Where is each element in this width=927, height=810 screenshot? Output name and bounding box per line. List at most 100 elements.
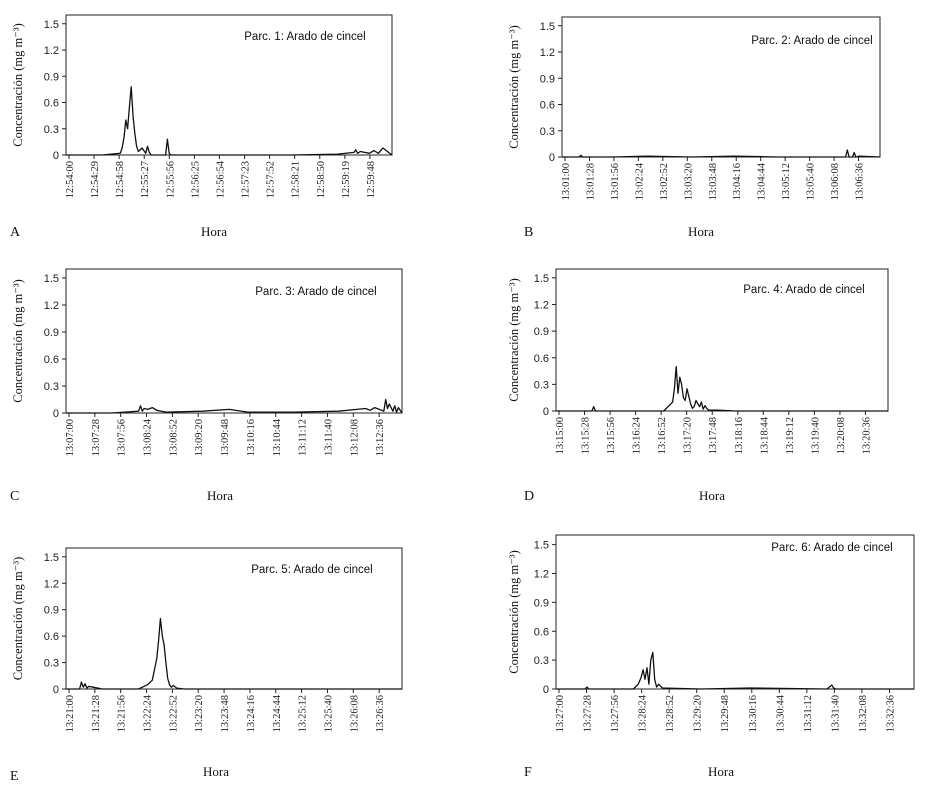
y-tick-label: 0.6 bbox=[44, 631, 59, 643]
x-tick-label: 13:02:52 bbox=[659, 163, 670, 200]
x-tick-label: 13:15:00 bbox=[555, 417, 566, 454]
x-tick-label: 13:23:20 bbox=[194, 695, 205, 732]
x-tick-label: 13:06:36 bbox=[855, 163, 866, 200]
y-tick-label: 0.3 bbox=[534, 379, 549, 391]
x-tick-label: 13:31:12 bbox=[803, 695, 814, 732]
x-tick-label: 13:30:44 bbox=[775, 694, 786, 732]
data-series-line bbox=[66, 398, 403, 414]
x-tick-label: 13:32:36 bbox=[885, 695, 896, 732]
x-tick-label: 13:21:56 bbox=[117, 695, 128, 732]
x-tick-label: 12:57:52 bbox=[266, 161, 277, 198]
chart-panel-b: 0 0.3 0.6 0.9 1.2 1.5 13:01:00 13:01:28 13:01:56… bbox=[507, 16, 881, 240]
x-axis-label: Hora bbox=[688, 224, 714, 239]
x-tick-label: 13:09:48 bbox=[220, 419, 231, 456]
y-tick-label: 0 bbox=[53, 408, 59, 420]
x-tick-label: 13:04:16 bbox=[732, 163, 743, 200]
y-tick-label: 0.3 bbox=[44, 381, 59, 393]
x-tick-label: 13:02:24 bbox=[634, 162, 645, 200]
y-tick-label: 1.5 bbox=[44, 273, 59, 285]
y-tick-label: 0.6 bbox=[44, 98, 59, 110]
x-tick-label: 12:56:25 bbox=[190, 161, 201, 198]
chart-title: Parc. 2: Arado de cincel bbox=[751, 35, 872, 47]
x-tick-label: 13:30:16 bbox=[748, 695, 759, 732]
x-tick-label: 13:15:56 bbox=[606, 417, 617, 454]
x-tick-label: 13:09:20 bbox=[194, 419, 205, 456]
x-tick-label: 13:32:08 bbox=[858, 695, 869, 732]
x-tick-label: 13:20:08 bbox=[836, 417, 847, 454]
y-axis-label: Concentración (mg m⁻³) bbox=[507, 25, 521, 149]
y-tick-label: 1.2 bbox=[534, 300, 549, 312]
x-tick-label: 13:26:36 bbox=[375, 695, 386, 732]
x-tick-label: 13:19:12 bbox=[785, 417, 796, 454]
x-tick-label: 13:24:16 bbox=[246, 695, 257, 732]
x-tick-label: 13:22:52 bbox=[168, 695, 179, 732]
x-tick-label: 12:55:27 bbox=[140, 161, 151, 198]
panel-letter: A bbox=[10, 225, 21, 240]
plot-frame bbox=[555, 534, 915, 690]
x-axis-label: Hora bbox=[699, 488, 725, 503]
data-series-line bbox=[556, 651, 914, 690]
y-tick-label: 0.9 bbox=[534, 326, 549, 338]
chart-panel-a: 0 0.3 0.6 0.9 1.2 1.5 12:54:00 12:54:29 12:54:58… bbox=[10, 14, 393, 240]
y-tick-label: 1.2 bbox=[534, 569, 549, 581]
y-tick-label: 1.2 bbox=[44, 578, 59, 590]
x-axis-label: Hora bbox=[207, 488, 233, 503]
panel-letter: C bbox=[10, 489, 19, 504]
panel-letter: D bbox=[524, 489, 534, 504]
x-tick-label: 13:27:28 bbox=[583, 695, 594, 732]
chart-panel-d: 0 0.3 0.6 0.9 1.2 1.5 13:15:00 13:15:28 13:15:56… bbox=[507, 268, 889, 504]
x-tick-label: 13:04:44 bbox=[757, 162, 768, 200]
plot-frame bbox=[555, 268, 889, 412]
y-tick-label: 1.2 bbox=[44, 45, 59, 57]
y-tick-label: 0.3 bbox=[534, 655, 549, 667]
x-tick-label: 13:17:48 bbox=[708, 417, 719, 454]
chart-panel-e: 0 0.3 0.6 0.9 1.2 1.5 13:21:00 13:21:28 13:21:56… bbox=[10, 547, 403, 784]
y-tick-label: 0 bbox=[549, 152, 555, 164]
x-tick-label: 13:27:00 bbox=[555, 695, 566, 732]
x-tick-label: 13:17:20 bbox=[683, 417, 694, 454]
x-tick-label: 12:58:50 bbox=[316, 161, 327, 198]
y-tick-label: 0.6 bbox=[540, 100, 555, 112]
y-tick-label: 1.2 bbox=[540, 47, 555, 59]
x-tick-label: 13:19:40 bbox=[810, 417, 821, 454]
y-tick-label: 0.3 bbox=[540, 126, 555, 138]
y-tick-label: 0.3 bbox=[44, 658, 59, 670]
x-tick-label: 13:05:12 bbox=[781, 163, 792, 200]
x-tick-label: 13:20:36 bbox=[861, 417, 872, 454]
x-tick-label: 13:25:12 bbox=[298, 695, 309, 732]
x-tick-label: 12:54:29 bbox=[90, 161, 101, 198]
x-tick-label: 13:03:20 bbox=[683, 163, 694, 200]
y-tick-label: 0.9 bbox=[534, 597, 549, 609]
x-tick-label: 13:03:48 bbox=[708, 163, 719, 200]
y-axis-label: Concentración (mg m⁻³) bbox=[11, 557, 25, 681]
y-tick-label: 0.6 bbox=[534, 626, 549, 638]
x-tick-label: 13:06:08 bbox=[830, 163, 841, 200]
x-tick-label: 13:24:44 bbox=[272, 694, 283, 732]
x-tick-label: 13:31:40 bbox=[830, 695, 841, 732]
x-tick-label: 13:01:56 bbox=[610, 163, 621, 200]
data-series-line bbox=[66, 617, 402, 690]
x-tick-label: 13:11:40 bbox=[323, 419, 334, 456]
data-series-line bbox=[562, 149, 881, 158]
y-tick-label: 0.9 bbox=[44, 71, 59, 83]
x-axis-label: Hora bbox=[203, 764, 229, 779]
x-tick-label: 13:08:52 bbox=[168, 419, 179, 456]
plot-frame bbox=[65, 268, 403, 414]
y-tick-label: 1.2 bbox=[44, 300, 59, 312]
y-tick-label: 1.5 bbox=[534, 273, 549, 285]
x-tick-label: 13:18:44 bbox=[759, 416, 770, 454]
x-tick-label: 13:29:48 bbox=[720, 695, 731, 732]
panel-letter: F bbox=[524, 765, 532, 780]
y-tick-label: 0 bbox=[53, 684, 59, 696]
x-tick-label: 13:07:56 bbox=[117, 419, 128, 456]
x-tick-label: 13:27:56 bbox=[610, 695, 621, 732]
x-tick-label: 13:11:12 bbox=[298, 419, 309, 456]
x-tick-label: 12:54:00 bbox=[65, 161, 76, 198]
y-tick-label: 0.9 bbox=[44, 605, 59, 617]
y-tick-label: 0.9 bbox=[44, 327, 59, 339]
x-tick-label: 13:05:40 bbox=[806, 163, 817, 200]
chart-title: Parc. 1: Arado de cincel bbox=[244, 31, 365, 43]
x-tick-label: 13:07:28 bbox=[91, 419, 102, 456]
y-tick-label: 1.5 bbox=[44, 19, 59, 31]
x-tick-label: 12:59:19 bbox=[341, 161, 352, 198]
